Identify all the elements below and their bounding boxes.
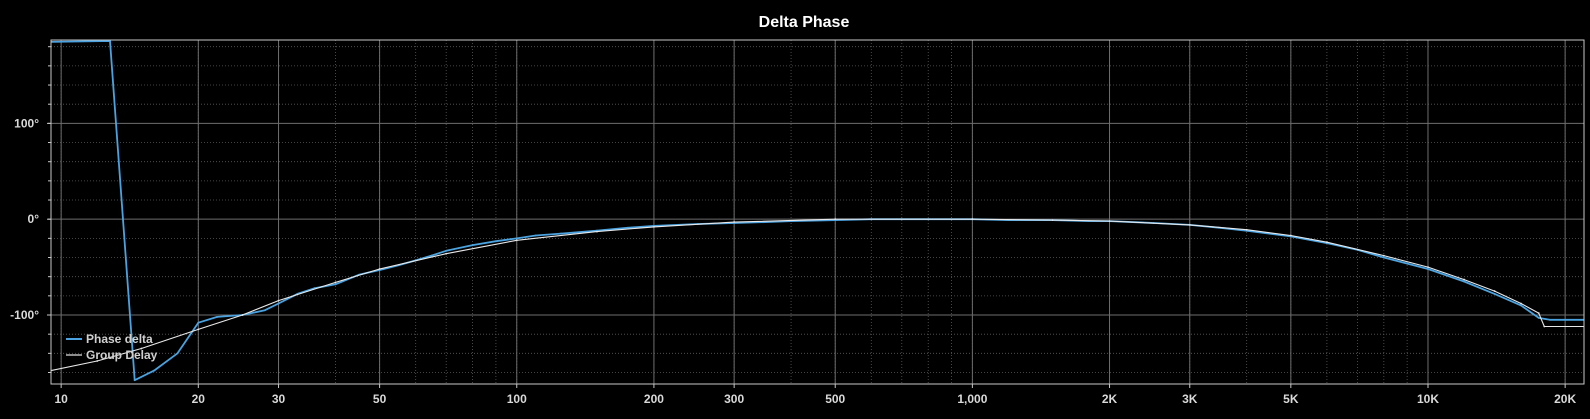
data-point-group-delay [1108, 220, 1111, 223]
data-point-phase-delta [109, 40, 111, 42]
grid [51, 40, 1584, 384]
data-point-phase-delta [1463, 280, 1465, 283]
axes: 10 20 30 50 100 200 300 500 1,000 2K 3K 5K 10K 20K 100… [10, 39, 1585, 406]
data-point-group-delay [445, 252, 448, 255]
x-tick-label: 100 [507, 392, 527, 406]
data-point-group-delay [1537, 312, 1540, 314]
data-point-group-delay [733, 221, 736, 223]
data-point-group-delay [596, 230, 598, 233]
x-tick-label: 10K [1417, 392, 1439, 406]
data-point-phase-delta [1520, 304, 1522, 307]
data-point-group-delay [277, 299, 280, 302]
data-point-group-delay [140, 347, 143, 350]
data-point-group-delay [1289, 234, 1292, 237]
x-tick-label: 500 [825, 392, 845, 406]
data-point-group-delay [1188, 224, 1191, 226]
data-point-phase-delta [197, 321, 200, 324]
data-point-group-delay [653, 225, 655, 228]
data-point-group-delay [1463, 278, 1465, 281]
data-point-group-delay [334, 281, 337, 284]
data-point-group-delay [1245, 228, 1248, 231]
data-point-group-delay [96, 360, 99, 362]
plot-frame [50, 39, 1585, 385]
data-point-phase-delta [153, 369, 156, 372]
data-point-phase-delta [1493, 293, 1496, 295]
data-point-phase-delta [133, 379, 136, 382]
data-point-phase-delta [560, 232, 562, 235]
x-tick-label: 1,000 [957, 392, 987, 406]
data-point-group-delay [834, 218, 837, 221]
data-point-group-delay [378, 268, 381, 270]
data-point-group-delay [971, 218, 974, 221]
data-point-phase-delta [471, 244, 474, 246]
data-point-phase-delta [534, 234, 537, 237]
data-point-phase-delta [515, 237, 518, 240]
data-point-phase-delta [430, 254, 433, 257]
data-point-group-delay [515, 239, 518, 242]
data-point-group-delay [1382, 254, 1385, 257]
data-point-phase-delta [1382, 256, 1385, 259]
x-tick-label: 50 [373, 392, 387, 406]
data-point-phase-delta [445, 249, 448, 252]
data-point-phase-delta [1427, 268, 1429, 270]
x-tick-label: 20K [1554, 392, 1576, 406]
x-tick-label: 5K [1283, 392, 1299, 406]
data-point-phase-delta [216, 316, 219, 318]
data-point-group-delay [1326, 241, 1328, 244]
data-point-group-delay [1543, 325, 1546, 328]
data-point-phase-delta [1548, 318, 1551, 321]
x-tick-label: 2K [1102, 392, 1118, 406]
x-tick-label: 20 [192, 392, 206, 406]
data-point-phase-delta [176, 352, 179, 355]
data-point-phase-delta [1537, 316, 1540, 319]
legend-label-group-delay: Group Delay [86, 348, 158, 362]
plot-area [51, 40, 1584, 382]
data-point-group-delay [1493, 290, 1496, 292]
y-tick-label: 0° [28, 212, 40, 226]
data-point-phase-delta [495, 240, 497, 243]
data-point-group-delay [1051, 219, 1054, 222]
x-tick-label: 3K [1182, 392, 1198, 406]
chart-title: Delta Phase [759, 14, 850, 31]
legend: Phase delta Group Delay [66, 332, 158, 362]
data-point-group-delay [1520, 302, 1522, 305]
data-point-phase-delta [626, 226, 629, 229]
data-point-group-delay [241, 314, 244, 316]
y-tick-label: -100° [10, 308, 39, 322]
y-tick-label: 100° [14, 116, 39, 130]
data-point-phase-delta [263, 309, 266, 312]
x-tick-label: 30 [272, 392, 286, 406]
x-tick-label: 200 [644, 392, 664, 406]
data-point-group-delay [1427, 266, 1429, 268]
x-tick-label: 10 [54, 392, 68, 406]
legend-label-phase-delta: Phase delta [86, 332, 153, 346]
x-tick-label: 300 [724, 392, 744, 406]
data-point-group-delay [197, 328, 200, 331]
data-point-phase-delta [277, 302, 280, 305]
data-point-phase-delta [334, 283, 337, 286]
